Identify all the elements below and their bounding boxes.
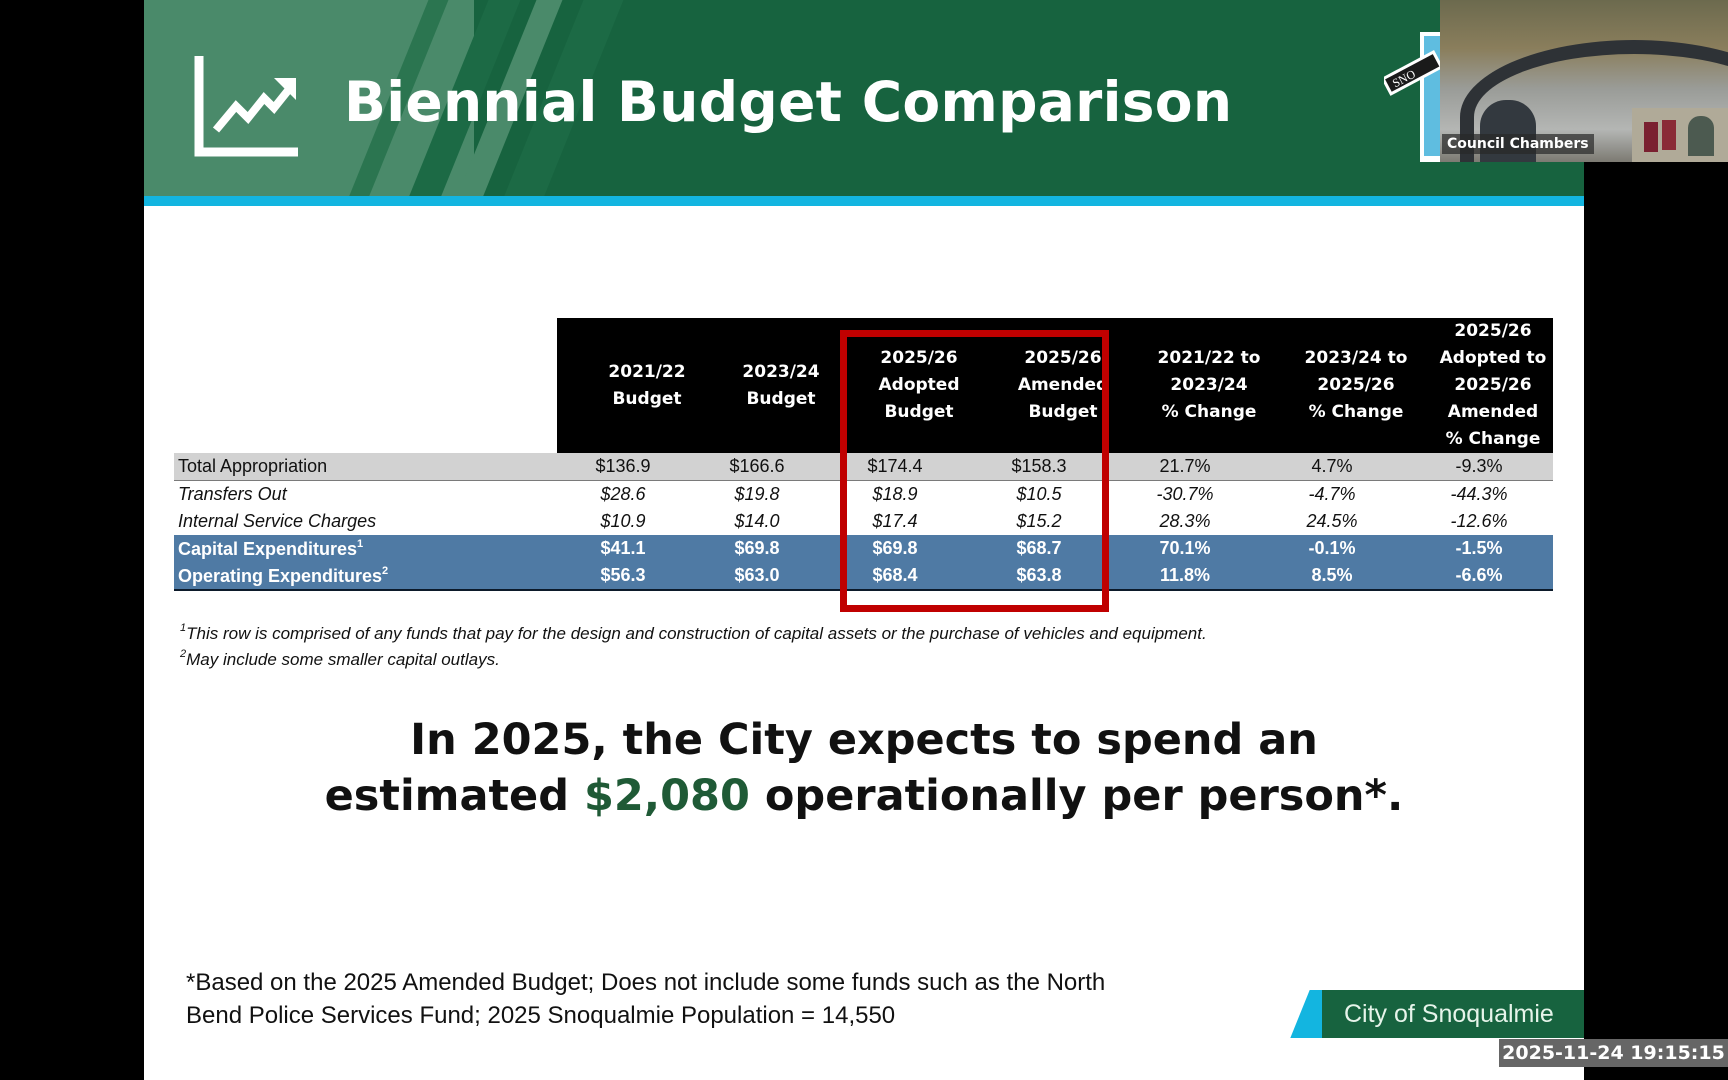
- badge-text: City of Snoqualmie: [1344, 1000, 1554, 1028]
- table-cell: $18.9: [872, 484, 918, 504]
- footnote-mark: 1: [180, 622, 187, 634]
- table-cell: -44.3%: [1450, 484, 1508, 504]
- table-row: Transfers Out $28.6 $19.8 $18.9 $10.5 -3…: [174, 481, 1553, 510]
- video-scene: [1688, 116, 1714, 156]
- table-cell: 11.8%: [1159, 565, 1211, 585]
- table-cell: $68.4: [872, 565, 918, 585]
- header-accent-bar: [144, 196, 1584, 206]
- row-label-text: Operating Expenditures: [178, 566, 383, 586]
- asterisk-note: *Based on the 2025 Amended Budget; Does …: [186, 966, 1105, 1032]
- column-header-text: 2025/26 Amended Budget: [1017, 348, 1109, 422]
- footnote-marker: 2: [382, 565, 389, 577]
- column-header-text: 2025/26 Adopted Budget: [878, 348, 960, 422]
- table-cell: 70.1%: [1159, 538, 1211, 558]
- row-label: Total Appropriation: [178, 456, 328, 476]
- column-header-text: 2023/24 Budget: [742, 361, 820, 409]
- table-cell: $68.7: [1016, 538, 1062, 558]
- asterisk-note-line-1: *Based on the 2025 Amended Budget; Does …: [186, 969, 1106, 996]
- row-label: Internal Service Charges: [178, 511, 377, 531]
- table-cell: $56.3: [600, 565, 646, 585]
- statement-line-1: In 2025, the City expects to spend an: [410, 715, 1318, 765]
- column-header: 2023/24 to 2025/26 % Change: [1286, 318, 1426, 453]
- column-header: 2025/26 Adopted Budget: [849, 318, 989, 453]
- snoqualmie-logo: SNO: [1384, 32, 1444, 162]
- footnote-marker: 1: [357, 538, 364, 550]
- table-cell: $10.9: [600, 511, 646, 531]
- footnote-2: 2May include some smaller capital outlay…: [180, 648, 500, 670]
- footnote-mark: 2: [180, 648, 187, 660]
- key-statement: In 2025, the City expects to spend an es…: [144, 712, 1584, 824]
- table-cell: $69.8: [872, 538, 918, 558]
- footnote-1: 1This row is comprised of any funds that…: [180, 622, 1207, 644]
- column-header-text: 2021/22 Budget: [608, 361, 686, 409]
- table-cell: $10.5: [1016, 484, 1062, 504]
- table-cell: $19.8: [734, 484, 780, 504]
- asterisk-note-line-2: Bend Police Services Fund; 2025 Snoqualm…: [186, 1002, 896, 1029]
- trending-chart-icon: [194, 56, 298, 157]
- slide-title: Biennial Budget Comparison: [344, 70, 1233, 134]
- column-header-text: 2025/26 Adopted to 2025/26 Amended % Cha…: [1439, 321, 1547, 449]
- table-row: Operating Expenditures2 $56.3 $63.0 $68.…: [174, 562, 1553, 591]
- table-cell: $41.1: [600, 538, 646, 558]
- row-label-text: Capital Expenditures: [178, 539, 358, 559]
- statement-line-2: estimated $2,080 operationally per perso…: [144, 768, 1584, 824]
- table-cell: $136.9: [595, 456, 651, 476]
- statement-text: estimated: [324, 771, 584, 821]
- table-cell: $166.6: [729, 456, 785, 476]
- table-row: Capital Expenditures1 $41.1 $69.8 $69.8 …: [174, 535, 1553, 564]
- table-cell: $15.2: [1016, 511, 1062, 531]
- table-cell: -6.6%: [1455, 565, 1503, 585]
- table-cell: $28.6: [600, 484, 646, 504]
- column-header: 2023/24 Budget: [711, 318, 851, 453]
- column-header: 2025/26 Adopted to 2025/26 Amended % Cha…: [1423, 318, 1563, 453]
- video-label: Council Chambers: [1442, 134, 1594, 154]
- table-cell: $158.3: [1011, 456, 1067, 476]
- table-cell: -30.7%: [1156, 484, 1214, 504]
- table-cell: -1.5%: [1455, 538, 1503, 558]
- column-header-text: 2023/24 to 2025/26 % Change: [1304, 348, 1408, 422]
- table-header: 2021/22 Budget 2023/24 Budget 2025/26 Ad…: [557, 318, 1553, 453]
- video-scene: [1644, 122, 1658, 152]
- column-header: 2021/22 to 2023/24 % Change: [1139, 318, 1279, 453]
- table-cell: $17.4: [872, 511, 918, 531]
- row-label: Capital Expenditures1: [178, 538, 363, 560]
- row-label: Transfers Out: [178, 484, 287, 504]
- table-cell: 24.5%: [1306, 511, 1358, 531]
- table-cell: -12.6%: [1450, 511, 1508, 531]
- column-header: 2021/22 Budget: [577, 318, 717, 453]
- slide-header: Biennial Budget Comparison SNO: [144, 0, 1584, 196]
- table-cell: $174.4: [867, 456, 923, 476]
- footnote-text: May include some smaller capital outlays…: [186, 650, 500, 669]
- table-cell: -4.7%: [1308, 484, 1356, 504]
- table-cell: 21.7%: [1159, 456, 1211, 476]
- footnote-text: This row is comprised of any funds that …: [186, 624, 1207, 643]
- timestamp-overlay: 2025-11-24 19:15:15: [1499, 1039, 1728, 1067]
- video-inset[interactable]: Council Chambers: [1440, 0, 1728, 162]
- badge-background: [1322, 990, 1584, 1038]
- row-label: Operating Expenditures2: [178, 565, 388, 587]
- table-cell: $69.8: [734, 538, 780, 558]
- highlight-box: [840, 330, 1109, 612]
- table-cell: -9.3%: [1455, 456, 1503, 476]
- table-cell: -0.1%: [1308, 538, 1356, 558]
- table-cell: $63.0: [734, 565, 780, 585]
- table-cell: 28.3%: [1159, 511, 1211, 531]
- video-scene: [1662, 120, 1676, 150]
- table-row: Internal Service Charges $10.9 $14.0 $17…: [174, 508, 1553, 537]
- statement-text: operationally per person*.: [749, 771, 1404, 821]
- table-cell: $63.8: [1016, 565, 1062, 585]
- table-cell: 4.7%: [1311, 456, 1353, 476]
- presentation-slide: Biennial Budget Comparison SNO 2021/22 B…: [144, 0, 1584, 1080]
- table-cell: 8.5%: [1311, 565, 1353, 585]
- city-badge: City of Snoqualmie: [1290, 990, 1584, 1038]
- table-cell: $14.0: [734, 511, 780, 531]
- per-person-amount: $2,080: [583, 771, 750, 821]
- column-header-text: 2021/22 to 2023/24 % Change: [1157, 348, 1261, 422]
- pip-video: [1632, 108, 1728, 162]
- column-header: 2025/26 Amended Budget: [993, 318, 1133, 453]
